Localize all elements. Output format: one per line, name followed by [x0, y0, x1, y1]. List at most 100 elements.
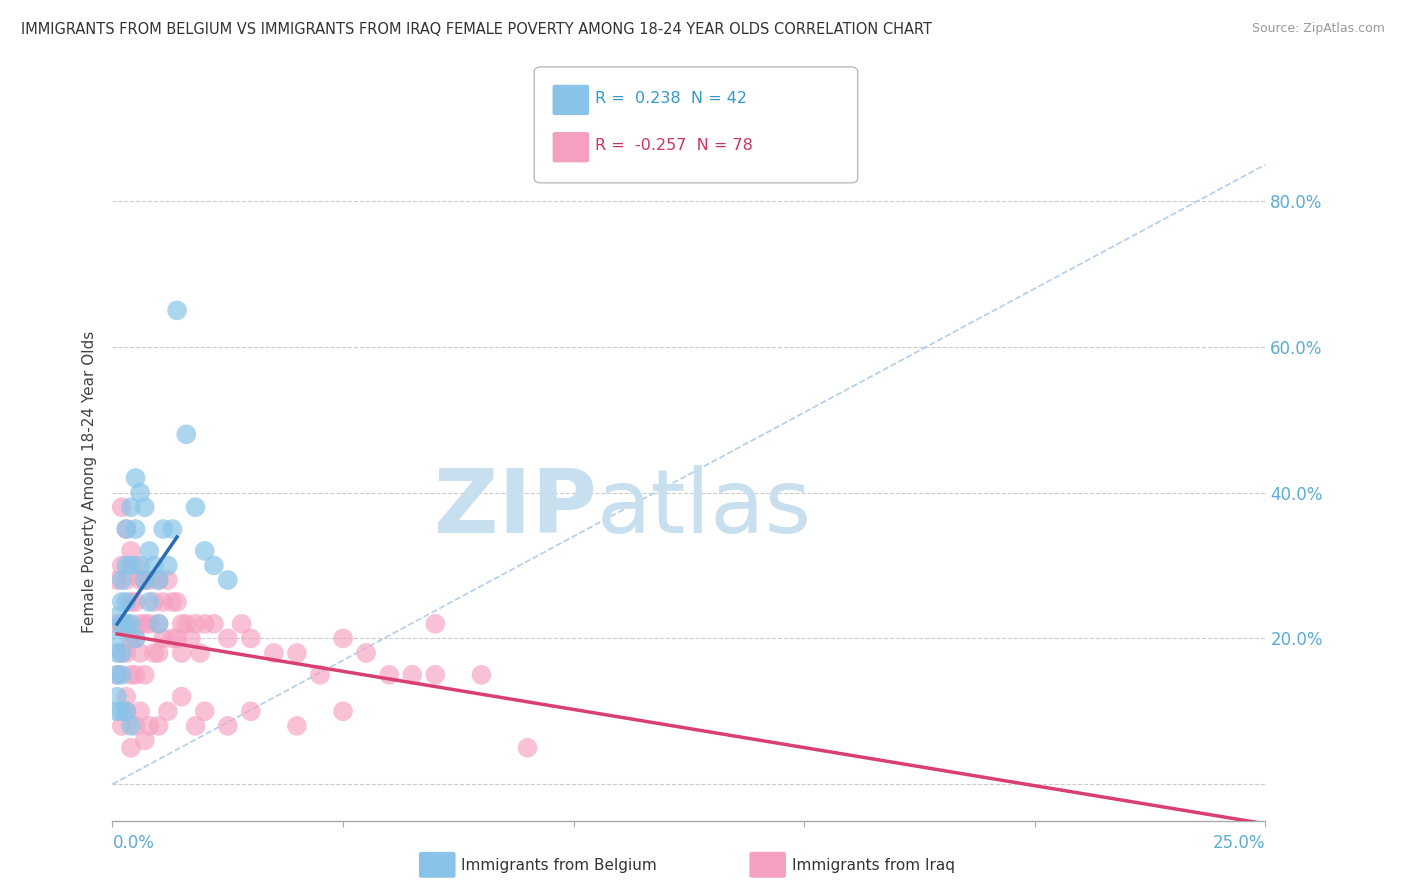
- Point: [156, 573, 179, 587]
- Point: [166, 595, 188, 609]
- Point: [111, 500, 134, 515]
- Point: [152, 632, 174, 646]
- Point: [120, 668, 142, 682]
- Text: 0.0%: 0.0%: [112, 834, 155, 852]
- Point: [156, 558, 179, 573]
- Point: [120, 719, 142, 733]
- Text: atlas: atlas: [596, 466, 811, 552]
- Point: [263, 646, 285, 660]
- Point: [174, 616, 197, 631]
- Point: [134, 616, 156, 631]
- Point: [138, 544, 160, 558]
- Point: [152, 595, 174, 609]
- Point: [231, 616, 253, 631]
- Point: [120, 632, 142, 646]
- Point: [156, 704, 179, 718]
- Point: [148, 573, 170, 587]
- Point: [115, 595, 138, 609]
- Text: R =  -0.257  N = 78: R = -0.257 N = 78: [595, 138, 752, 153]
- Point: [378, 668, 401, 682]
- Point: [105, 632, 128, 646]
- Text: Immigrants from Iraq: Immigrants from Iraq: [792, 858, 955, 872]
- Point: [124, 471, 146, 485]
- Point: [105, 690, 128, 704]
- Point: [217, 573, 239, 587]
- Point: [285, 719, 308, 733]
- Point: [129, 646, 152, 660]
- Point: [188, 646, 211, 660]
- Point: [105, 668, 128, 682]
- Point: [105, 646, 128, 660]
- Point: [425, 616, 447, 631]
- Point: [124, 632, 146, 646]
- Point: [162, 632, 184, 646]
- Point: [170, 646, 193, 660]
- Point: [148, 719, 170, 733]
- Point: [124, 632, 146, 646]
- Point: [143, 595, 166, 609]
- Point: [425, 668, 447, 682]
- Point: [309, 668, 332, 682]
- Point: [138, 616, 160, 631]
- Point: [194, 704, 217, 718]
- Point: [105, 668, 128, 682]
- Point: [129, 573, 152, 587]
- Point: [111, 616, 134, 631]
- Point: [162, 595, 184, 609]
- Point: [111, 668, 134, 682]
- Point: [134, 733, 156, 747]
- Point: [124, 595, 146, 609]
- Point: [129, 704, 152, 718]
- Point: [111, 704, 134, 718]
- Point: [239, 704, 262, 718]
- Text: 25.0%: 25.0%: [1213, 834, 1265, 852]
- Point: [115, 522, 138, 536]
- Y-axis label: Female Poverty Among 18-24 Year Olds: Female Poverty Among 18-24 Year Olds: [82, 331, 97, 632]
- Point: [194, 544, 217, 558]
- Point: [124, 668, 146, 682]
- Point: [120, 740, 142, 755]
- Text: R =  0.238  N = 42: R = 0.238 N = 42: [595, 91, 747, 105]
- Point: [217, 632, 239, 646]
- Point: [111, 616, 134, 631]
- Point: [170, 616, 193, 631]
- Point: [202, 558, 225, 573]
- Point: [115, 616, 138, 631]
- Point: [516, 740, 538, 755]
- Point: [285, 646, 308, 660]
- Point: [111, 558, 134, 573]
- Point: [111, 646, 134, 660]
- Point: [148, 646, 170, 660]
- Point: [120, 558, 142, 573]
- Point: [134, 573, 156, 587]
- Point: [115, 690, 138, 704]
- Point: [332, 632, 354, 646]
- Point: [239, 632, 262, 646]
- Point: [115, 646, 138, 660]
- Point: [115, 616, 138, 631]
- Point: [129, 485, 152, 500]
- Point: [174, 427, 197, 442]
- Point: [148, 616, 170, 631]
- Point: [152, 522, 174, 536]
- Point: [120, 616, 142, 631]
- Point: [105, 616, 128, 631]
- Point: [184, 719, 207, 733]
- Point: [162, 522, 184, 536]
- Point: [129, 616, 152, 631]
- Point: [105, 573, 128, 587]
- Point: [143, 558, 166, 573]
- Point: [138, 595, 160, 609]
- Point: [115, 704, 138, 718]
- Point: [332, 704, 354, 718]
- Point: [143, 646, 166, 660]
- Text: Immigrants from Belgium: Immigrants from Belgium: [461, 858, 657, 872]
- Point: [202, 616, 225, 631]
- Point: [124, 558, 146, 573]
- Point: [217, 719, 239, 733]
- Point: [138, 573, 160, 587]
- Point: [115, 573, 138, 587]
- Text: ZIP: ZIP: [434, 466, 596, 552]
- Point: [105, 609, 128, 624]
- Point: [354, 646, 377, 660]
